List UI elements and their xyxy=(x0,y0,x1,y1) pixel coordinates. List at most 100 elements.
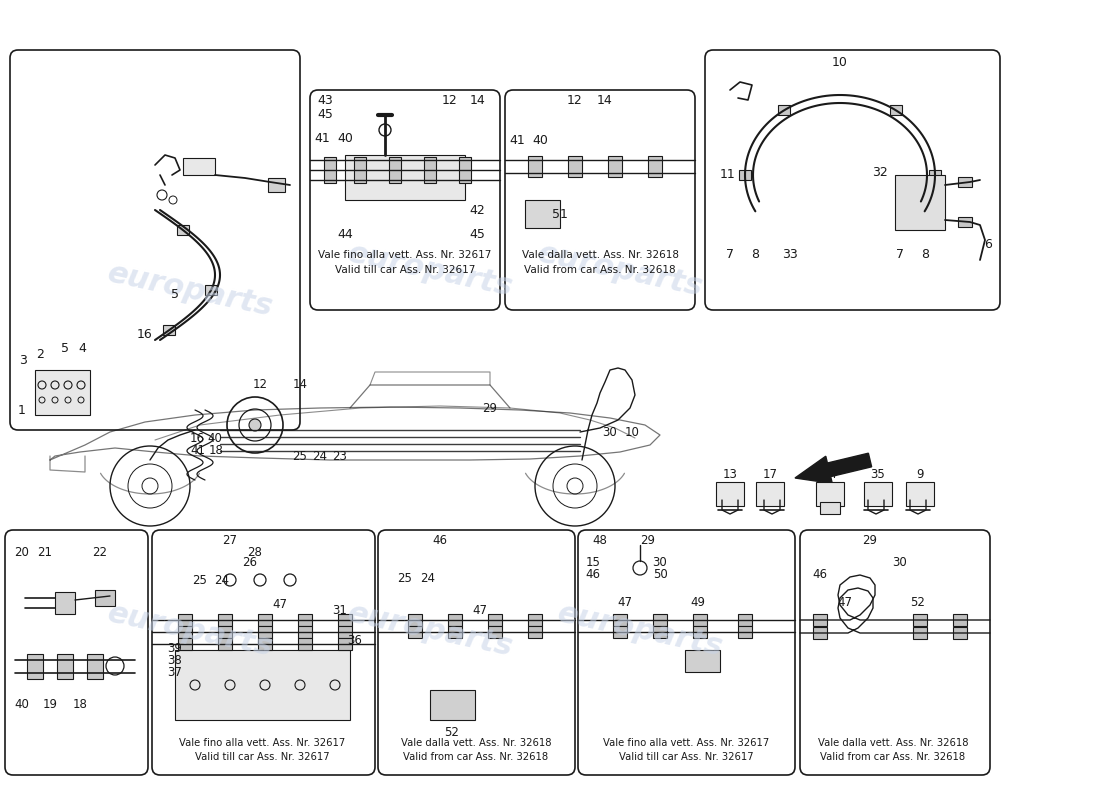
Bar xyxy=(890,106,902,115)
Text: Vale dalla vett. Ass. Nr. 32618: Vale dalla vett. Ass. Nr. 32618 xyxy=(521,250,679,260)
Bar xyxy=(95,590,116,606)
Text: 8: 8 xyxy=(921,249,929,262)
Bar xyxy=(324,157,336,183)
Bar xyxy=(778,106,790,115)
Text: 12: 12 xyxy=(442,94,458,106)
Bar xyxy=(613,626,627,638)
Bar xyxy=(218,626,232,638)
Text: Vale fino alla vett. Ass. Nr. 32617: Vale fino alla vett. Ass. Nr. 32617 xyxy=(318,250,492,260)
Text: 30: 30 xyxy=(603,426,617,438)
Bar xyxy=(958,217,972,227)
Text: 52: 52 xyxy=(911,595,925,609)
Bar xyxy=(953,614,967,626)
Text: europarts: europarts xyxy=(104,258,275,322)
Bar xyxy=(738,626,752,638)
Text: 41: 41 xyxy=(190,443,206,457)
Bar xyxy=(258,626,272,638)
Text: 36: 36 xyxy=(348,634,362,646)
Bar xyxy=(738,614,752,626)
Bar xyxy=(178,626,192,638)
Bar xyxy=(568,156,582,177)
Text: 46: 46 xyxy=(813,569,827,582)
Text: 1: 1 xyxy=(18,403,26,417)
Text: 31: 31 xyxy=(332,603,348,617)
Text: 16: 16 xyxy=(138,329,153,342)
Bar xyxy=(693,626,707,638)
Text: 40: 40 xyxy=(532,134,548,146)
Text: 12: 12 xyxy=(568,94,583,106)
Text: 40: 40 xyxy=(337,131,353,145)
Bar xyxy=(488,626,502,638)
Text: 35: 35 xyxy=(870,469,886,482)
Bar xyxy=(448,614,462,626)
Text: Valid till car Ass. Nr. 32617: Valid till car Ass. Nr. 32617 xyxy=(195,752,329,762)
Text: Valid from car Ass. Nr. 32618: Valid from car Ass. Nr. 32618 xyxy=(404,752,549,762)
Text: 17: 17 xyxy=(762,469,778,482)
Text: 39: 39 xyxy=(167,642,183,654)
Text: 47: 47 xyxy=(837,595,852,609)
Bar xyxy=(958,177,972,187)
Bar xyxy=(930,170,940,180)
Bar xyxy=(205,285,217,295)
Text: europarts: europarts xyxy=(104,598,275,662)
Text: 48: 48 xyxy=(593,534,607,546)
Text: 15: 15 xyxy=(585,555,601,569)
Text: 40: 40 xyxy=(14,698,30,711)
Text: 14: 14 xyxy=(293,378,308,391)
Text: 26: 26 xyxy=(242,557,257,570)
Text: 6: 6 xyxy=(984,238,992,251)
Bar xyxy=(408,614,422,626)
Text: 29: 29 xyxy=(640,534,656,546)
Bar xyxy=(813,614,827,626)
Text: 22: 22 xyxy=(92,546,108,559)
Bar xyxy=(693,614,707,626)
Text: 46: 46 xyxy=(432,534,448,546)
Bar xyxy=(913,614,927,626)
Bar xyxy=(816,482,844,506)
Bar xyxy=(57,654,73,679)
Bar xyxy=(164,325,175,335)
Text: 29: 29 xyxy=(862,534,878,546)
Bar xyxy=(820,502,840,514)
Bar xyxy=(338,626,352,638)
Text: Valid from car Ass. Nr. 32618: Valid from car Ass. Nr. 32618 xyxy=(525,265,675,275)
Text: 19: 19 xyxy=(43,698,57,711)
Bar xyxy=(648,156,662,177)
Bar xyxy=(183,158,215,175)
Text: 28: 28 xyxy=(248,546,263,558)
Text: europarts: europarts xyxy=(554,598,726,662)
Text: 34: 34 xyxy=(823,469,837,482)
Bar xyxy=(338,614,352,626)
Text: 38: 38 xyxy=(167,654,183,666)
Bar xyxy=(424,157,436,183)
Bar xyxy=(716,482,744,506)
Text: 13: 13 xyxy=(723,469,737,482)
Bar xyxy=(218,614,232,626)
Bar xyxy=(613,614,627,626)
Text: 2: 2 xyxy=(36,349,44,362)
Text: 10: 10 xyxy=(625,426,639,438)
Bar xyxy=(35,370,90,415)
Text: europarts: europarts xyxy=(535,238,705,302)
Text: 8: 8 xyxy=(751,249,759,262)
Text: 29: 29 xyxy=(483,402,497,414)
Text: 45: 45 xyxy=(317,109,333,122)
Text: 30: 30 xyxy=(892,555,907,569)
Bar xyxy=(178,614,192,626)
Bar xyxy=(175,650,350,720)
Bar xyxy=(87,654,103,679)
Text: 23: 23 xyxy=(332,450,348,463)
Circle shape xyxy=(249,419,261,431)
Text: 14: 14 xyxy=(597,94,613,106)
Text: 25: 25 xyxy=(293,450,307,463)
Text: 25: 25 xyxy=(397,571,412,585)
FancyArrow shape xyxy=(795,453,871,483)
Bar xyxy=(258,614,272,626)
Text: Valid till car Ass. Nr. 32617: Valid till car Ass. Nr. 32617 xyxy=(334,265,475,275)
Bar xyxy=(525,200,560,228)
Bar xyxy=(430,690,475,720)
Text: 44: 44 xyxy=(337,229,353,242)
Text: 46: 46 xyxy=(585,569,601,582)
Text: 27: 27 xyxy=(222,534,238,546)
Bar xyxy=(55,592,75,614)
